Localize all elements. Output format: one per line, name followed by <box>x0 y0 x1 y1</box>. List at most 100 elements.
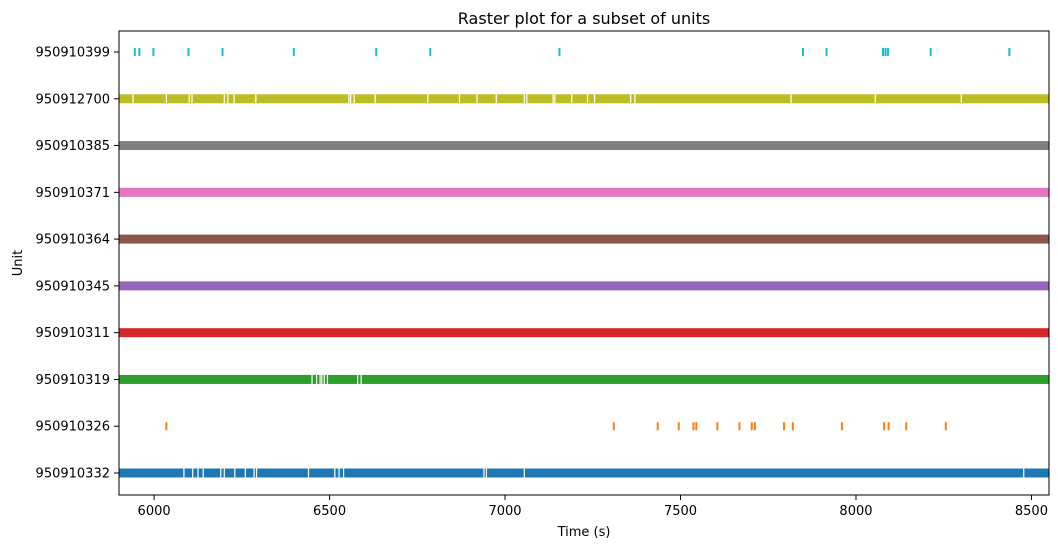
spike-mark <box>375 48 378 56</box>
spike-mark <box>1008 48 1011 56</box>
spike-mark <box>716 422 719 431</box>
plot-frame <box>118 30 1050 496</box>
spike-mark <box>695 422 698 431</box>
spike-mark <box>152 48 155 56</box>
spike-mark <box>138 48 141 56</box>
spike-gap <box>234 468 236 478</box>
x-tick-label: 7000 <box>488 504 521 519</box>
unit-row-950910326 <box>165 422 947 431</box>
spike-gap <box>202 468 204 478</box>
spike-mark <box>791 422 794 431</box>
unit-row-950910385 <box>119 141 1049 151</box>
unit-row-950910319 <box>119 374 1049 384</box>
spike-mark <box>840 422 843 431</box>
x-tick-label: 8000 <box>839 504 872 519</box>
spike-mark <box>883 422 886 431</box>
spike-gap <box>244 468 246 478</box>
unit-row-950910371 <box>119 187 1049 197</box>
spike-gap <box>227 94 229 104</box>
spike-gap <box>348 94 350 104</box>
spike-mark <box>165 422 168 431</box>
x-tick-label: 8500 <box>1015 504 1048 519</box>
spike-band <box>119 281 1049 291</box>
spike-gap <box>790 94 792 104</box>
spike-mark <box>801 48 804 56</box>
spike-gap <box>233 94 235 104</box>
spike-gap <box>315 374 318 384</box>
spike-mark <box>905 422 908 431</box>
spike-mark <box>783 422 786 431</box>
spike-gap <box>255 468 258 478</box>
spike-gap <box>323 374 325 384</box>
unit-row-950912700 <box>119 94 1049 104</box>
y-tick-label: 950910311 <box>36 326 110 341</box>
spike-gap <box>353 94 355 104</box>
y-tick-label: 950910364 <box>36 233 110 248</box>
x-axis-label: Time (s) <box>557 525 611 540</box>
y-tick-label: 950910319 <box>36 373 110 388</box>
spike-gap <box>485 468 488 478</box>
spike-gap <box>1023 468 1025 478</box>
spike-mark <box>656 422 659 431</box>
spike-gap <box>526 94 528 104</box>
spike-mark <box>825 48 828 56</box>
spike-gap <box>321 374 323 384</box>
spike-mark <box>187 48 190 56</box>
spike-band <box>119 187 1049 197</box>
spike-gap <box>338 468 340 478</box>
spike-gap <box>552 94 554 104</box>
spike-gap <box>357 374 359 384</box>
spike-gap <box>476 94 478 104</box>
spike-mark <box>750 422 753 431</box>
unit-row-950910345 <box>119 281 1049 291</box>
spike-gap <box>223 94 225 104</box>
spike-band <box>119 234 1049 244</box>
spike-gap <box>220 468 222 478</box>
spike-band <box>119 374 1049 384</box>
x-axis: 6000 6500 7000 7500 8000 8500 <box>138 495 1048 519</box>
spike-gap <box>523 468 525 478</box>
spike-gap <box>191 94 193 104</box>
y-tick-label: 950910345 <box>36 279 110 294</box>
spike-gap <box>427 94 429 104</box>
spike-gap <box>554 94 556 104</box>
y-axis-label: Unit <box>11 250 26 276</box>
chart-title: Raster plot for a subset of units <box>458 9 710 28</box>
spike-gap <box>197 468 199 478</box>
spike-mark <box>887 422 890 431</box>
spike-gap <box>483 468 485 478</box>
spike-gap <box>523 94 525 104</box>
spike-mark <box>692 422 695 431</box>
unit-row-950910399 <box>133 48 1011 56</box>
spike-gap <box>360 374 362 384</box>
spike-mark <box>612 422 615 431</box>
y-tick-label: 950910326 <box>36 420 110 435</box>
spike-gap <box>960 94 962 104</box>
spike-gap <box>183 468 185 478</box>
x-tick-label: 6500 <box>313 504 346 519</box>
spike-gap <box>630 94 632 104</box>
spike-gap <box>586 94 589 104</box>
y-tick-label: 950910385 <box>36 139 110 154</box>
spike-gap <box>307 468 310 478</box>
spike-gap <box>311 374 313 384</box>
spike-band <box>119 94 1049 104</box>
spike-gap <box>350 94 352 104</box>
y-tick-label: 950912700 <box>36 92 110 107</box>
spike-band <box>119 328 1049 338</box>
plot-area <box>119 48 1049 478</box>
spike-mark <box>738 422 741 431</box>
spike-gap <box>165 94 167 104</box>
unit-row-950910364 <box>119 234 1049 244</box>
spike-gap <box>255 94 257 104</box>
spike-mark <box>753 422 756 431</box>
spike-gap <box>319 374 321 384</box>
spike-gap <box>132 94 134 104</box>
spike-gap <box>495 94 497 104</box>
spike-gap <box>458 94 461 104</box>
spike-gap <box>223 468 225 478</box>
spike-gap <box>188 94 190 104</box>
spike-mark <box>133 48 136 56</box>
x-tick-label: 6000 <box>138 504 171 519</box>
